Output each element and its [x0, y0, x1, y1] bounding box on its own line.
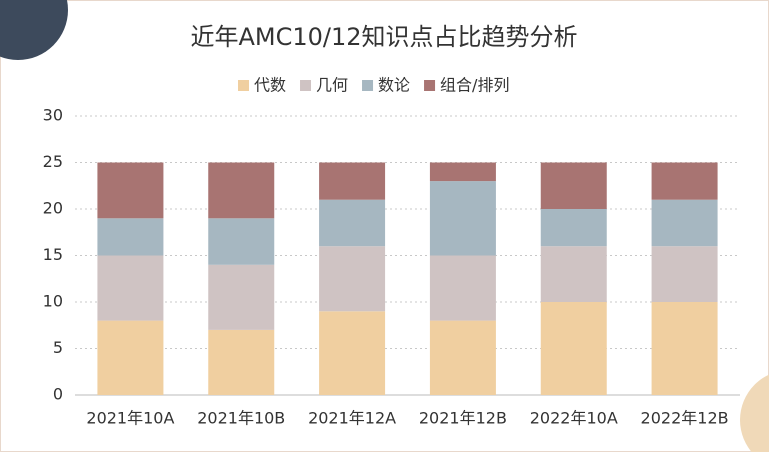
bar-segment — [429, 181, 496, 256]
bar-segment — [651, 246, 718, 302]
bar-segment — [540, 162, 607, 209]
bar-segment — [208, 218, 275, 265]
legend-swatch — [238, 80, 249, 91]
bar-segment — [97, 320, 164, 395]
legend-label: 几何 — [316, 76, 348, 95]
y-tick-label: 25 — [43, 152, 63, 171]
x-tick-label: 2022年10A — [530, 409, 618, 428]
bar-segment — [540, 246, 607, 302]
bar-segment — [429, 320, 496, 395]
y-tick-label: 15 — [43, 245, 63, 264]
bar-segment — [651, 302, 718, 395]
legend-label: 数论 — [378, 76, 410, 95]
bar-segment — [319, 246, 386, 312]
y-tick-label: 30 — [43, 106, 63, 125]
bar-segment — [208, 162, 275, 219]
y-tick-label: 5 — [53, 338, 63, 357]
chart-title: 近年AMC10/12知识点占比趋势分析 — [190, 23, 577, 51]
bar-segment — [651, 162, 718, 200]
legend-swatch — [300, 80, 312, 91]
x-tick-label: 2021年10A — [86, 409, 174, 428]
bar-segment — [429, 162, 496, 182]
bar-segment — [319, 311, 386, 395]
bar-segment — [319, 162, 386, 200]
legend-swatch — [362, 80, 374, 91]
x-tick-label: 2022年12B — [641, 409, 729, 428]
bar-segment — [97, 218, 164, 256]
bar-segment — [429, 255, 496, 321]
bar-segment — [651, 199, 718, 247]
decoration — [0, 0, 68, 60]
x-tick-label: 2021年10B — [197, 409, 285, 428]
x-tick-label: 2021年12B — [419, 409, 507, 428]
y-tick-label: 10 — [43, 292, 63, 311]
bar-segment — [208, 264, 275, 330]
legend-label: 组合/排列 — [440, 76, 509, 95]
bar-segment — [540, 302, 607, 395]
legend-swatch — [424, 80, 436, 91]
bar-segment — [97, 255, 164, 321]
bar-segment — [540, 209, 607, 247]
decoration — [740, 374, 769, 452]
x-tick-label: 2021年12A — [308, 409, 396, 428]
legend-label: 代数 — [254, 76, 286, 95]
y-tick-label: 0 — [53, 385, 63, 404]
bar-segment — [208, 329, 275, 395]
bar-segment — [97, 162, 164, 219]
y-tick-label: 20 — [43, 199, 63, 218]
bar-segment — [319, 199, 386, 247]
